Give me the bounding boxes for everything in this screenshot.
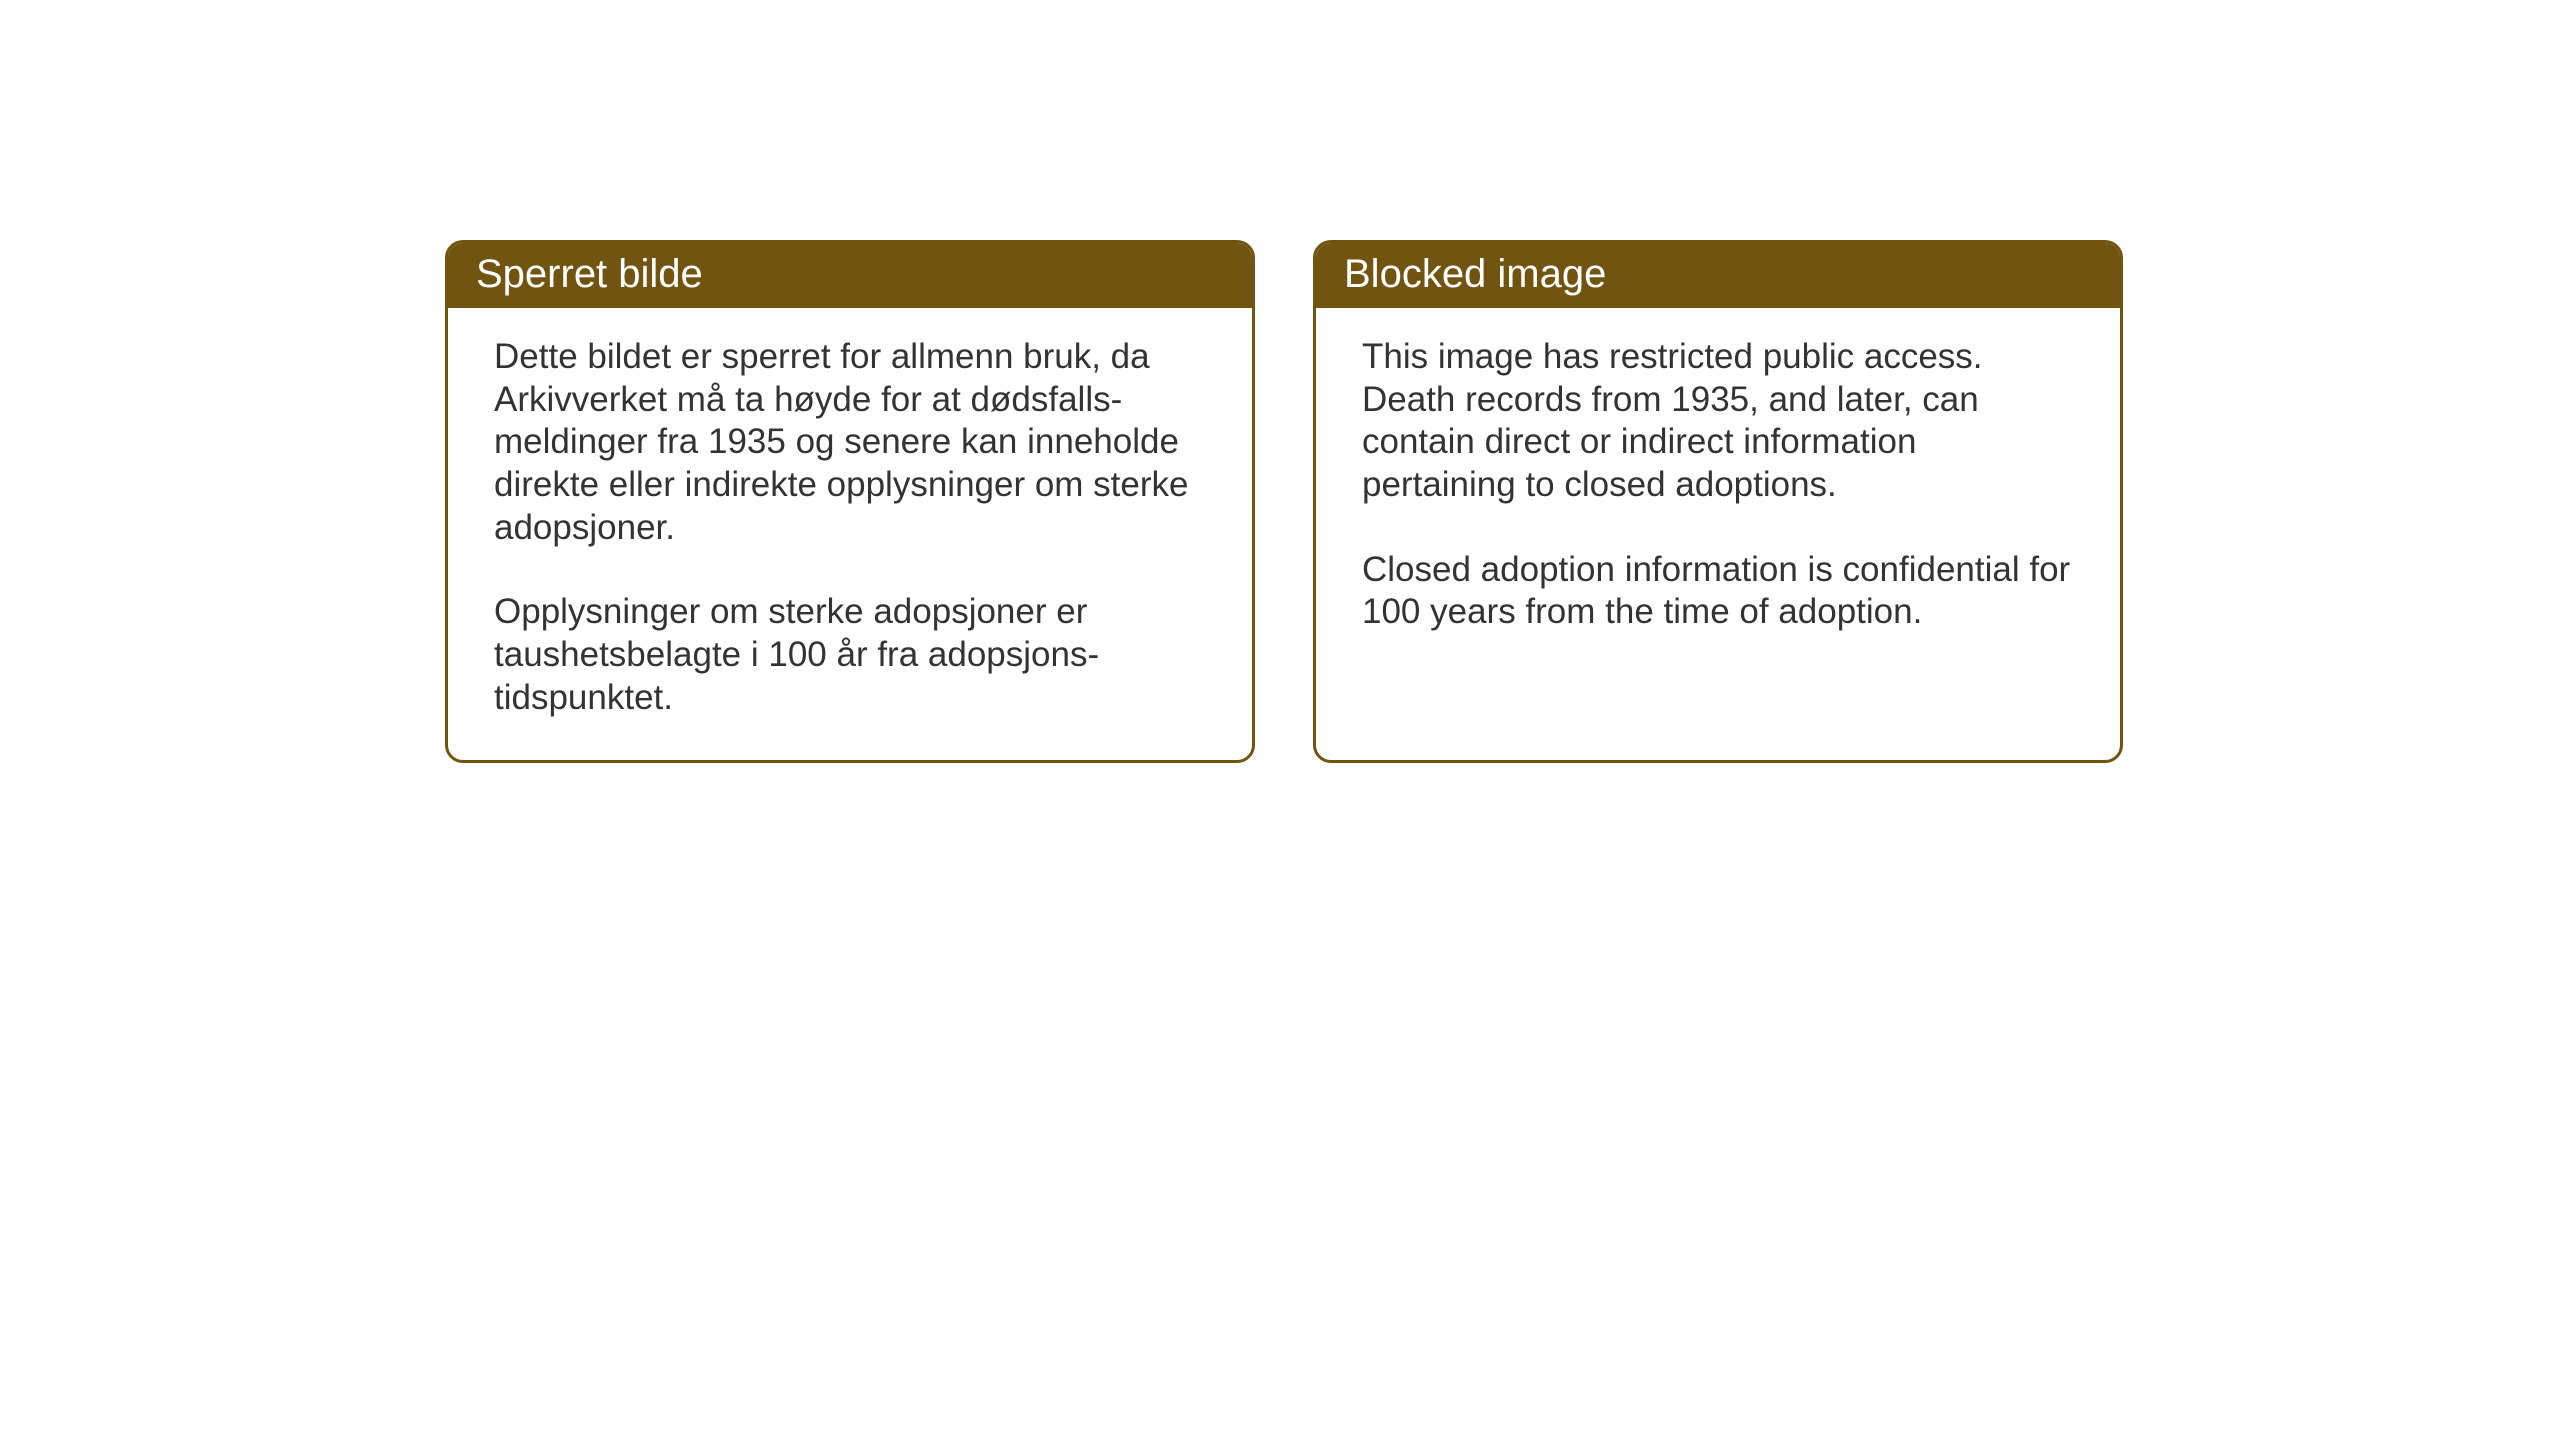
notice-paragraph-1-norwegian: Dette bildet er sperret for allmenn bruk… bbox=[494, 336, 1206, 549]
notice-header-norwegian: Sperret bilde bbox=[448, 243, 1252, 308]
notice-card-norwegian: Sperret bilde Dette bildet er sperret fo… bbox=[445, 240, 1255, 763]
notice-paragraph-1-english: This image has restricted public access.… bbox=[1362, 336, 2074, 507]
notice-paragraph-2-english: Closed adoption information is confident… bbox=[1362, 549, 2074, 634]
notice-header-english: Blocked image bbox=[1316, 243, 2120, 308]
notice-body-norwegian: Dette bildet er sperret for allmenn bruk… bbox=[448, 308, 1252, 760]
notice-container: Sperret bilde Dette bildet er sperret fo… bbox=[445, 240, 2123, 763]
notice-card-english: Blocked image This image has restricted … bbox=[1313, 240, 2123, 763]
notice-paragraph-2-norwegian: Opplysninger om sterke adopsjoner er tau… bbox=[494, 591, 1206, 719]
notice-body-english: This image has restricted public access.… bbox=[1316, 308, 2120, 674]
